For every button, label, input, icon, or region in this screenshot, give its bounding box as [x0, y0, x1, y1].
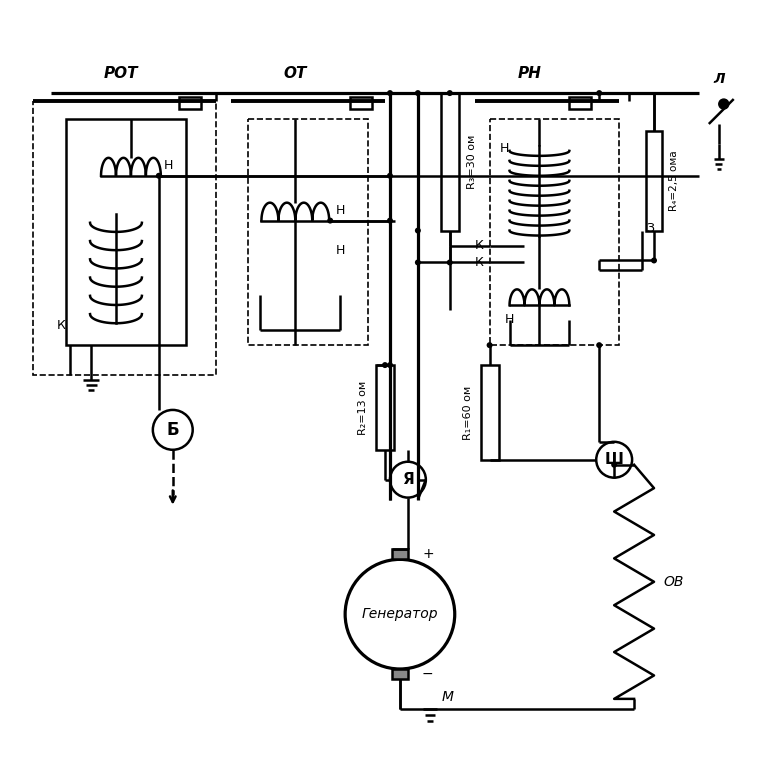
- Circle shape: [486, 342, 492, 348]
- Circle shape: [387, 90, 393, 96]
- Text: К: К: [476, 239, 484, 252]
- Text: ОТ: ОТ: [284, 66, 307, 81]
- Text: РН: РН: [518, 66, 542, 81]
- Circle shape: [345, 559, 455, 669]
- FancyBboxPatch shape: [441, 93, 459, 230]
- Text: Генератор: Генератор: [362, 607, 438, 621]
- Text: К: К: [476, 256, 484, 269]
- Text: Н: Н: [505, 313, 514, 326]
- Text: Н: Н: [335, 244, 345, 257]
- FancyBboxPatch shape: [569, 97, 591, 109]
- Circle shape: [596, 342, 602, 348]
- Text: Ш: Ш: [604, 452, 624, 467]
- Text: R₂=13 ом: R₂=13 ом: [358, 380, 368, 435]
- Circle shape: [415, 259, 421, 265]
- Circle shape: [387, 173, 393, 178]
- Text: Я: Я: [402, 472, 413, 487]
- FancyBboxPatch shape: [646, 131, 662, 230]
- Text: −: −: [422, 667, 433, 681]
- Circle shape: [651, 258, 657, 264]
- Circle shape: [387, 217, 393, 223]
- FancyBboxPatch shape: [66, 119, 186, 345]
- FancyBboxPatch shape: [249, 119, 368, 345]
- Text: РОТ: РОТ: [104, 66, 138, 81]
- Circle shape: [153, 410, 193, 450]
- Circle shape: [328, 217, 333, 223]
- Circle shape: [382, 362, 388, 368]
- FancyBboxPatch shape: [376, 365, 394, 450]
- Text: R₁=60 ом: R₁=60 ом: [463, 386, 472, 439]
- Text: М: М: [442, 690, 454, 704]
- FancyBboxPatch shape: [179, 97, 201, 109]
- FancyBboxPatch shape: [392, 549, 408, 559]
- Circle shape: [156, 173, 162, 178]
- Circle shape: [415, 227, 421, 234]
- FancyBboxPatch shape: [350, 97, 372, 109]
- Text: R₄=2,5 ома: R₄=2,5 ома: [669, 151, 679, 211]
- Text: +: +: [422, 547, 433, 561]
- Circle shape: [446, 259, 453, 265]
- Circle shape: [719, 99, 729, 109]
- Text: Л: Л: [713, 72, 725, 86]
- Circle shape: [387, 362, 393, 368]
- Circle shape: [611, 462, 617, 468]
- Text: З: З: [646, 222, 654, 235]
- FancyBboxPatch shape: [481, 365, 499, 459]
- Text: ОВ: ОВ: [663, 575, 684, 589]
- Circle shape: [446, 90, 453, 96]
- Circle shape: [390, 462, 426, 497]
- Circle shape: [596, 90, 602, 96]
- Text: К: К: [57, 319, 66, 331]
- FancyBboxPatch shape: [392, 669, 408, 679]
- Text: R₃=30 ом: R₃=30 ом: [466, 134, 476, 189]
- FancyBboxPatch shape: [489, 119, 619, 345]
- Text: Н: Н: [500, 142, 509, 155]
- Circle shape: [415, 90, 421, 96]
- Text: Н: Н: [164, 159, 173, 172]
- FancyBboxPatch shape: [33, 101, 216, 375]
- Circle shape: [596, 442, 632, 478]
- Text: Б: Б: [166, 421, 179, 439]
- Text: Н: Н: [335, 204, 345, 217]
